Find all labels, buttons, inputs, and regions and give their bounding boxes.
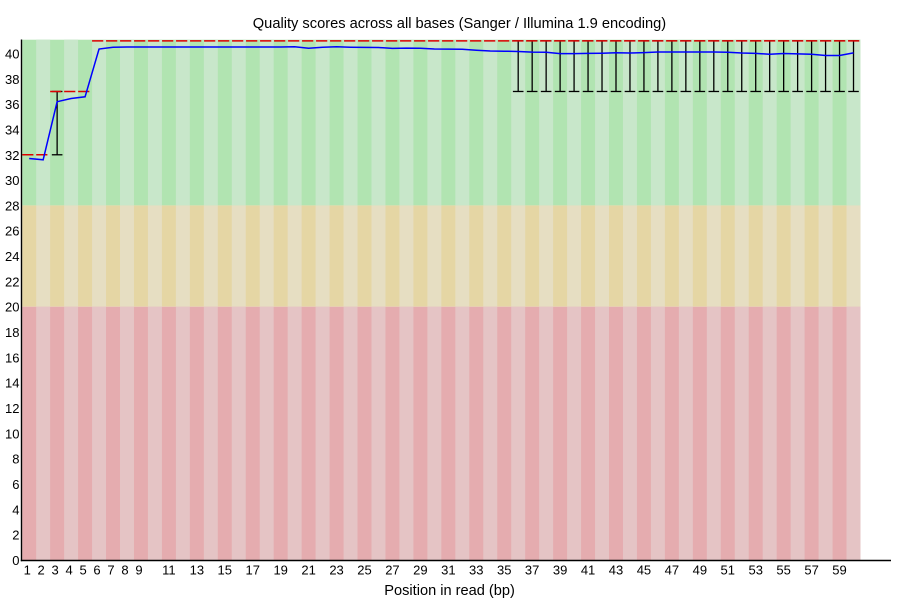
svg-text:6: 6 (12, 477, 19, 492)
svg-text:57: 57 (804, 563, 818, 578)
svg-text:33: 33 (469, 563, 483, 578)
svg-text:38: 38 (5, 72, 19, 87)
svg-text:4: 4 (65, 563, 72, 578)
svg-text:10: 10 (5, 426, 19, 441)
svg-text:0: 0 (12, 553, 19, 568)
svg-text:37: 37 (525, 563, 539, 578)
svg-text:21: 21 (301, 563, 315, 578)
svg-text:32: 32 (5, 148, 19, 163)
svg-text:Position in read (bp): Position in read (bp) (384, 583, 515, 599)
svg-text:7: 7 (107, 563, 114, 578)
svg-text:23: 23 (329, 563, 343, 578)
svg-text:35: 35 (497, 563, 511, 578)
svg-text:Quality scores across all base: Quality scores across all bases (Sanger … (253, 16, 666, 32)
svg-text:20: 20 (5, 300, 19, 315)
svg-text:55: 55 (776, 563, 790, 578)
svg-text:28: 28 (5, 198, 19, 213)
svg-text:2: 2 (38, 563, 45, 578)
svg-text:4: 4 (12, 502, 19, 517)
svg-text:2: 2 (12, 528, 19, 543)
svg-text:49: 49 (693, 563, 707, 578)
svg-text:59: 59 (832, 563, 846, 578)
svg-text:12: 12 (5, 401, 19, 416)
svg-text:39: 39 (553, 563, 567, 578)
svg-text:47: 47 (665, 563, 679, 578)
svg-text:5: 5 (79, 563, 86, 578)
svg-text:16: 16 (5, 350, 19, 365)
svg-text:3: 3 (52, 563, 59, 578)
svg-text:53: 53 (748, 563, 762, 578)
svg-text:41: 41 (581, 563, 595, 578)
svg-text:51: 51 (721, 563, 735, 578)
svg-text:25: 25 (357, 563, 371, 578)
svg-text:34: 34 (5, 122, 19, 137)
svg-text:13: 13 (190, 563, 204, 578)
svg-text:30: 30 (5, 173, 19, 188)
svg-text:43: 43 (609, 563, 623, 578)
svg-text:15: 15 (218, 563, 232, 578)
svg-text:22: 22 (5, 274, 19, 289)
svg-text:11: 11 (162, 563, 176, 578)
svg-text:36: 36 (5, 97, 19, 112)
svg-text:40: 40 (5, 47, 19, 62)
svg-text:27: 27 (385, 563, 399, 578)
svg-text:14: 14 (5, 376, 19, 391)
svg-text:8: 8 (12, 452, 19, 467)
svg-text:31: 31 (441, 563, 455, 578)
svg-text:1: 1 (24, 563, 31, 578)
svg-text:8: 8 (121, 563, 128, 578)
svg-text:26: 26 (5, 224, 19, 239)
svg-text:24: 24 (5, 249, 19, 264)
svg-text:9: 9 (135, 563, 142, 578)
svg-text:6: 6 (93, 563, 100, 578)
svg-text:29: 29 (413, 563, 427, 578)
svg-text:45: 45 (637, 563, 651, 578)
svg-text:18: 18 (5, 325, 19, 340)
svg-text:19: 19 (273, 563, 287, 578)
svg-text:17: 17 (245, 563, 259, 578)
